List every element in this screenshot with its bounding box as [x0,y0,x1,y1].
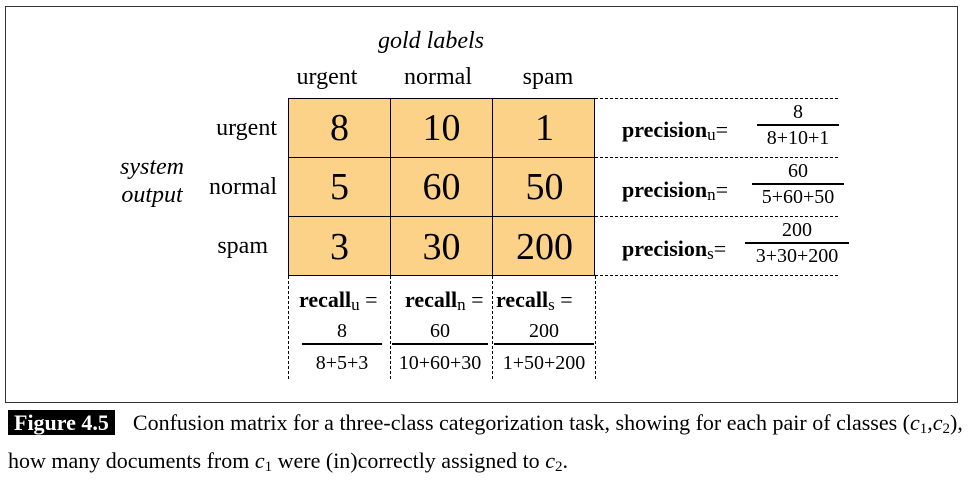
row-label-spam: spam [217,233,268,259]
dashed-line [288,276,289,379]
figure-frame [5,6,958,403]
matrix-cell: 3 [289,217,391,277]
dashed-line [595,216,838,217]
matrix-cell: 10 [391,99,493,158]
system-label-line2: output [121,182,183,208]
dashed-line [595,98,838,99]
column-label-normal: normal [404,64,472,90]
dashed-line [390,276,391,379]
system-label-line1: system [120,154,184,180]
precision-urgent-label: precisionu= [622,117,729,144]
recall-urgent-label: recallu = [299,287,378,314]
precision-spam-label: precisions= [622,236,727,263]
precision-urgent-fraction: 8 8+10+1 [757,101,839,149]
figure-caption: Figure 4.5 Confusion matrix for a three-c… [8,410,963,475]
row-label-normal: normal [209,174,277,200]
matrix-cell: 1 [493,99,596,158]
column-label-spam: spam [522,64,574,90]
recall-normal-fraction: 60 10+60+30 [392,320,488,374]
dashed-line [595,275,838,276]
matrix-cell: 8 [289,99,391,158]
dashed-line [492,276,493,379]
figure-label: Figure 4.5 [8,410,115,435]
gold-labels-title: gold labels [378,28,484,54]
precision-normal-fraction: 60 5+60+50 [752,160,844,208]
system-output-label: system output [112,153,192,209]
caption-text-2: ), how many documents from [8,410,963,473]
recall-normal-label: recalln = [405,287,484,314]
matrix-cell: 5 [289,158,391,217]
precision-normal-label: precisionn= [622,177,729,204]
column-label-urgent: urgent [296,64,358,90]
matrix-cell: 60 [391,158,493,217]
matrix-cell: 50 [493,158,596,217]
recall-spam-label: recalls = [496,287,573,314]
matrix-cell: 200 [516,226,573,268]
recall-spam-fraction: 200 1+50+200 [494,320,594,374]
dashed-line [595,157,838,158]
confusion-matrix: 8 10 1 5 60 50 3 30 200 [288,98,596,277]
recall-urgent-fraction: 8 8+5+3 [302,320,382,374]
row-label-urgent: urgent [216,115,277,141]
precision-spam-fraction: 200 3+30+200 [745,219,849,267]
dashed-line [595,276,596,379]
caption-text-3: were (in)correctly assigned to [272,448,546,473]
caption-text-1: Confusion matrix for a three-class categ… [132,410,910,435]
matrix-cell: 30 [391,217,493,277]
